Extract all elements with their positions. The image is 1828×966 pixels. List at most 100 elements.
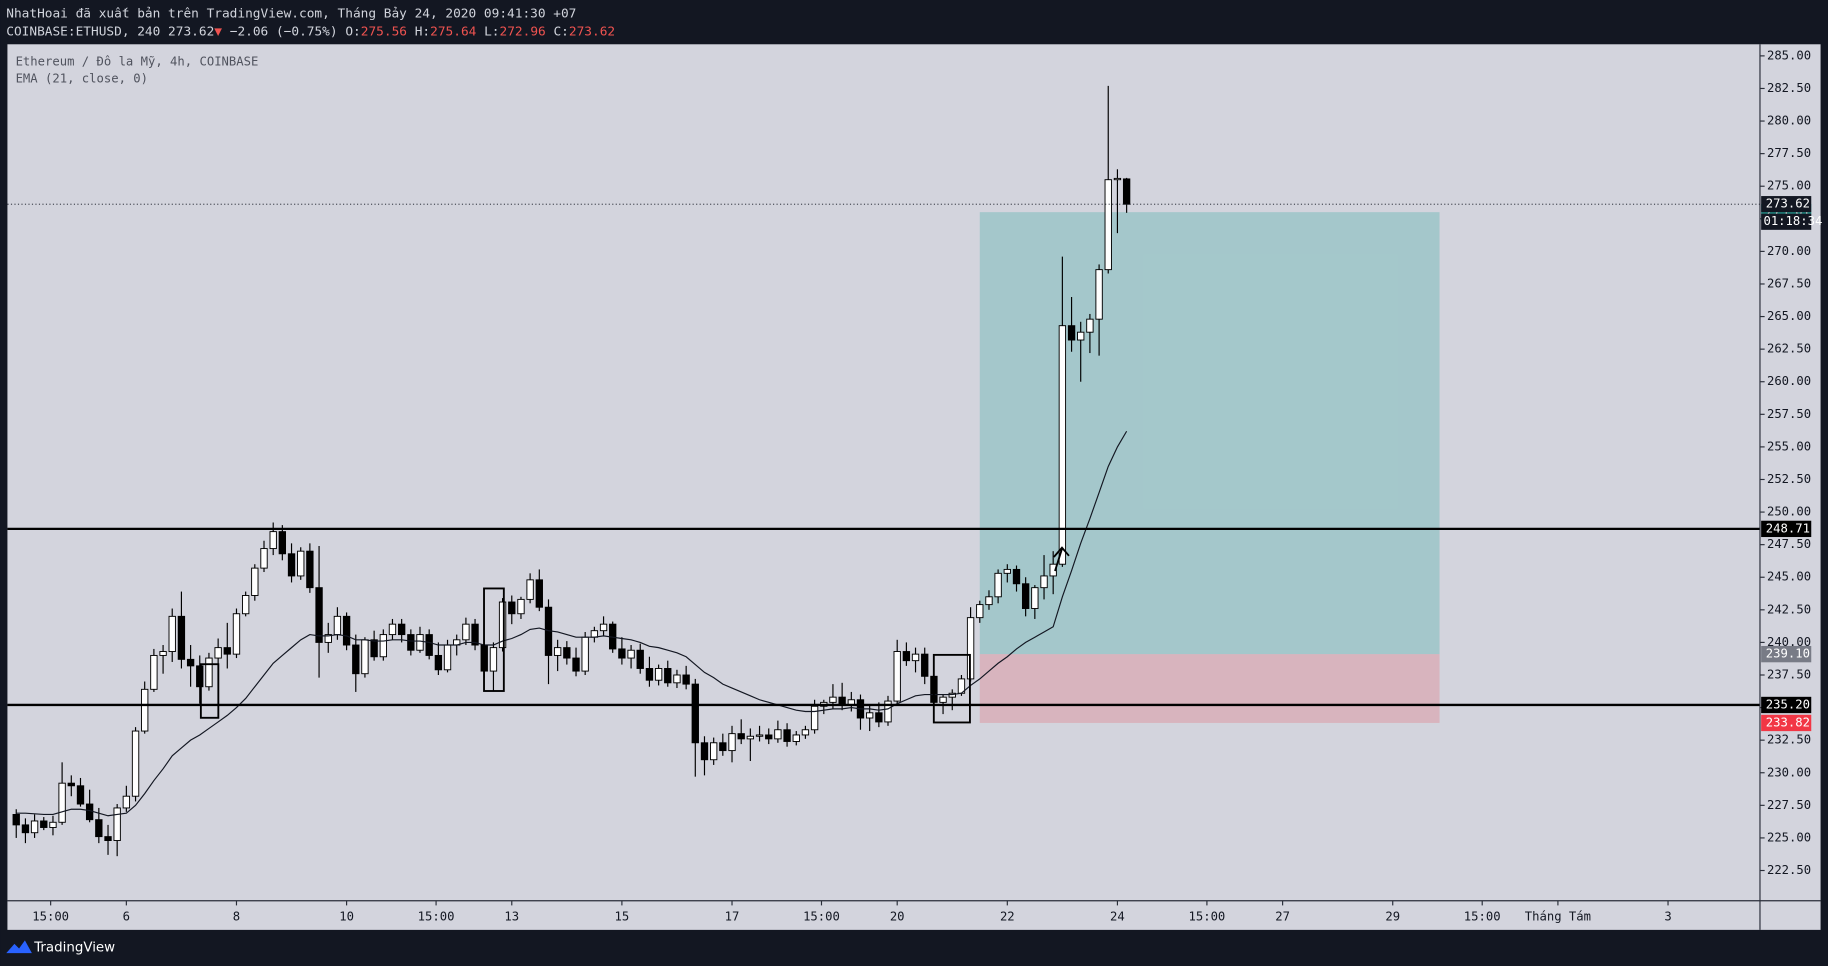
publisher-line: NhatHoai đã xuất bản trên TradingView.co… xyxy=(6,6,576,21)
y-tick-label: 227.50 xyxy=(1767,798,1811,812)
x-tick-label: 8 xyxy=(233,910,240,924)
x-tick-label: 15:00 xyxy=(32,910,69,924)
candle-body xyxy=(691,683,699,744)
x-tick-label: 10 xyxy=(339,910,354,924)
y-tick-label: 277.50 xyxy=(1767,146,1811,160)
last-price: 273.62 xyxy=(168,24,214,39)
candle-body xyxy=(21,824,30,834)
candle-body xyxy=(911,653,920,662)
candle-body xyxy=(324,634,332,643)
y-tick-label: 222.50 xyxy=(1767,863,1811,877)
candle-body xyxy=(1077,331,1085,341)
drawings xyxy=(199,546,1070,724)
candle-body xyxy=(618,648,626,659)
y-tick-label: 260.00 xyxy=(1767,374,1811,388)
candle-body xyxy=(838,696,846,706)
y-tick-label: 262.50 xyxy=(1767,342,1811,356)
candle-body xyxy=(76,785,85,805)
y-tick-label: 242.50 xyxy=(1767,602,1811,616)
x-tick-label: 20 xyxy=(890,910,905,924)
candle-body xyxy=(232,613,241,655)
symbol: COINBASE:ETHUSD, 240 xyxy=(6,24,160,39)
candle-body xyxy=(774,729,782,740)
candle-body xyxy=(976,604,984,619)
candle-body xyxy=(865,712,874,719)
candle-body xyxy=(875,712,883,723)
candle-body xyxy=(186,658,195,667)
drawing-arrow xyxy=(1053,546,1070,572)
candle-body xyxy=(572,657,580,672)
candle-body xyxy=(563,647,571,659)
candle-body xyxy=(829,696,837,703)
candle-body xyxy=(12,813,20,826)
candle-body xyxy=(728,733,736,752)
candle-body xyxy=(489,647,498,672)
x-tick-label: 29 xyxy=(1385,910,1400,924)
candle-body xyxy=(58,782,66,823)
price-label: 233.82 xyxy=(1766,715,1810,729)
candle-body xyxy=(1086,318,1094,333)
candle-body xyxy=(765,734,773,740)
candle-body xyxy=(287,553,296,577)
candle-body xyxy=(884,700,892,723)
y-tick-label: 267.50 xyxy=(1767,276,1811,290)
x-tick-label: 22 xyxy=(1000,910,1015,924)
price-label-bg xyxy=(1761,714,1812,732)
candle-body xyxy=(553,647,562,656)
candle-body xyxy=(159,651,167,656)
candle-body xyxy=(379,634,387,658)
x-tick-label: 15:00 xyxy=(803,910,840,924)
open-label: O: xyxy=(345,24,360,39)
chart-title: Ethereum / Đô la Mỹ, 4h, COINBASE xyxy=(16,54,259,68)
y-tick-label: 252.50 xyxy=(1767,472,1811,486)
candle-body xyxy=(370,639,378,658)
chart-area xyxy=(7,44,1821,930)
candle-body xyxy=(1095,269,1103,320)
candle-body xyxy=(755,734,764,737)
high-label: H: xyxy=(415,24,430,39)
candle-body xyxy=(104,836,112,841)
candle-body xyxy=(242,595,250,615)
candle-body xyxy=(810,705,819,731)
candle-body xyxy=(214,647,222,659)
candle-body xyxy=(535,579,543,608)
candle-body xyxy=(30,820,39,834)
candle-body xyxy=(948,692,956,698)
candle-body xyxy=(939,696,947,703)
drawing-box xyxy=(932,653,971,724)
candle-body xyxy=(85,803,94,821)
candle-body xyxy=(590,630,599,638)
candle-body xyxy=(1031,587,1039,609)
candle-body xyxy=(67,782,75,787)
high-value: 275.64 xyxy=(430,24,477,39)
candle-body xyxy=(1104,179,1112,271)
price-label-bg xyxy=(1761,520,1812,538)
candle-body xyxy=(664,668,672,684)
candle-body xyxy=(517,598,525,615)
candle-body xyxy=(141,688,149,732)
candle-body xyxy=(333,615,342,636)
x-tick-label: 15:00 xyxy=(1189,910,1226,924)
candle-body xyxy=(150,654,158,690)
ema-line xyxy=(16,430,1128,817)
candle-body xyxy=(1113,177,1122,181)
candle-body xyxy=(581,636,589,672)
price-label-bg xyxy=(1761,196,1812,213)
candle-body xyxy=(719,742,727,752)
close-label: C: xyxy=(553,24,568,39)
x-tick-label: 17 xyxy=(725,910,740,924)
candle-body xyxy=(269,531,277,550)
candle-body xyxy=(994,572,1002,598)
y-tick-label: 285.00 xyxy=(1767,48,1811,62)
candle-body xyxy=(498,601,507,649)
x-tick-label: 13 xyxy=(504,910,519,924)
low-value: 272.96 xyxy=(500,24,546,39)
candle-body xyxy=(443,644,452,671)
y-tick-label: 232.50 xyxy=(1767,733,1811,747)
candle-body xyxy=(746,735,755,740)
candle-body xyxy=(388,623,397,636)
y-tick-label: 247.50 xyxy=(1767,537,1811,551)
x-tick-label: 6 xyxy=(123,910,130,924)
